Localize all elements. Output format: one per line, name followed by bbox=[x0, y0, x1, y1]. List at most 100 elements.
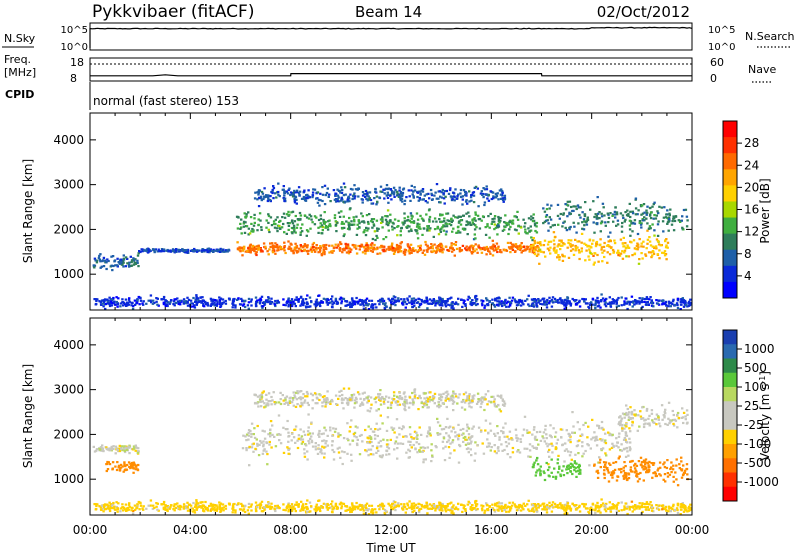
heatmap-cell bbox=[376, 247, 379, 250]
heatmap-cell bbox=[297, 434, 301, 437]
heatmap-cell bbox=[111, 255, 115, 258]
heatmap-cell bbox=[543, 300, 546, 303]
heatmap-cell bbox=[623, 303, 626, 306]
heatmap-cell bbox=[271, 424, 274, 427]
heatmap-cell bbox=[309, 437, 312, 440]
heatmap-cell bbox=[649, 217, 653, 220]
heatmap-cell bbox=[271, 433, 274, 436]
heatmap-cell bbox=[469, 245, 472, 248]
heatmap-cell bbox=[537, 253, 540, 256]
heatmap-cell bbox=[441, 251, 444, 254]
heatmap-cell bbox=[319, 301, 322, 304]
heatmap-cell bbox=[297, 300, 300, 303]
heatmap-cell bbox=[624, 438, 627, 441]
heatmap-cell bbox=[446, 390, 449, 393]
heatmap-cell bbox=[505, 305, 508, 308]
heatmap-cell bbox=[491, 303, 494, 306]
heatmap-cell bbox=[339, 191, 342, 194]
heatmap-cell bbox=[384, 302, 387, 305]
heatmap-cell bbox=[600, 215, 604, 218]
heatmap-cell bbox=[126, 257, 129, 260]
heatmap-cell bbox=[476, 392, 480, 395]
heatmap-cell bbox=[604, 432, 607, 435]
heatmap-cell bbox=[569, 441, 572, 444]
heatmap-cell bbox=[358, 453, 362, 456]
heatmap-cell bbox=[364, 299, 367, 302]
heatmap-cell bbox=[375, 195, 379, 198]
heatmap-cell bbox=[535, 447, 538, 450]
heatmap-cell bbox=[394, 189, 397, 192]
heatmap-cell bbox=[575, 462, 578, 465]
heatmap-cell bbox=[408, 251, 411, 254]
heatmap-cell bbox=[623, 302, 626, 305]
heatmap-cell bbox=[195, 303, 198, 306]
heatmap-cell bbox=[493, 404, 497, 407]
heatmap-cell bbox=[292, 193, 295, 196]
heatmap-cell bbox=[470, 454, 473, 457]
heatmap-cell bbox=[361, 302, 365, 305]
heatmap-cell bbox=[579, 206, 582, 209]
heatmap-cell bbox=[387, 447, 391, 450]
heatmap-cell bbox=[479, 430, 483, 433]
heatmap-cell bbox=[476, 251, 479, 254]
heatmap-cell bbox=[258, 196, 261, 199]
heatmap-cell bbox=[603, 255, 606, 259]
heatmap-cell bbox=[676, 297, 680, 301]
heatmap-cell bbox=[538, 430, 542, 433]
heatmap-cell bbox=[422, 402, 426, 405]
heatmap-cell bbox=[414, 229, 417, 232]
heatmap-cell bbox=[491, 220, 494, 223]
heatmap-cell bbox=[648, 469, 651, 472]
heatmap-cell bbox=[575, 299, 578, 302]
heatmap-cell bbox=[248, 232, 252, 235]
heatmap-cell bbox=[328, 193, 331, 196]
heatmap-cell bbox=[299, 304, 302, 307]
heatmap-cell bbox=[492, 197, 495, 200]
heatmap-cell bbox=[480, 251, 484, 254]
heatmap-cell bbox=[310, 435, 313, 438]
heatmap-cell bbox=[593, 463, 596, 466]
heatmap-cell bbox=[687, 300, 691, 303]
heatmap-cell bbox=[648, 225, 652, 228]
heatmap-cell bbox=[650, 409, 654, 412]
heatmap-cell bbox=[644, 254, 648, 257]
heatmap-cell bbox=[490, 222, 493, 225]
heatmap-cell bbox=[578, 257, 581, 261]
heatmap-cell bbox=[599, 438, 602, 441]
heatmap-cell bbox=[467, 433, 471, 436]
heatmap-cell bbox=[128, 465, 131, 468]
heatmap-cell bbox=[474, 452, 477, 455]
heatmap-cell bbox=[255, 300, 258, 303]
heatmap-cell bbox=[370, 299, 374, 302]
heatmap-cell bbox=[390, 198, 393, 201]
heatmap-cell bbox=[295, 391, 298, 394]
heatmap-cell bbox=[682, 411, 686, 414]
heatmap-cell bbox=[464, 438, 467, 441]
heatmap-cell bbox=[382, 302, 385, 305]
heatmap-cell bbox=[412, 300, 415, 303]
heatmap-cell bbox=[656, 469, 659, 472]
heatmap-cell bbox=[646, 469, 649, 472]
heatmap-cell bbox=[439, 297, 442, 300]
heatmap-cell bbox=[629, 417, 632, 420]
heatmap-cell bbox=[518, 298, 521, 302]
heatmap-cell bbox=[378, 427, 382, 430]
heatmap-cell bbox=[541, 303, 544, 306]
heatmap-cell bbox=[376, 200, 379, 203]
heatmap-cell bbox=[646, 242, 649, 245]
heatmap-cell bbox=[338, 446, 341, 449]
heatmap-cell bbox=[665, 258, 668, 261]
heatmap-cell bbox=[297, 247, 301, 250]
heatmap-cell bbox=[341, 227, 344, 230]
heatmap-cell bbox=[596, 253, 599, 257]
heatmap-cell bbox=[370, 220, 373, 223]
heatmap-cell bbox=[500, 188, 503, 191]
heatmap-cell bbox=[189, 299, 193, 302]
heatmap-cell bbox=[382, 438, 385, 441]
heatmap-cell bbox=[332, 458, 336, 461]
heatmap-cell bbox=[356, 302, 360, 305]
heatmap-cell bbox=[533, 426, 536, 429]
heatmap-cell bbox=[142, 249, 146, 252]
heatmap-cell bbox=[419, 193, 422, 196]
heatmap-cell bbox=[535, 254, 539, 257]
